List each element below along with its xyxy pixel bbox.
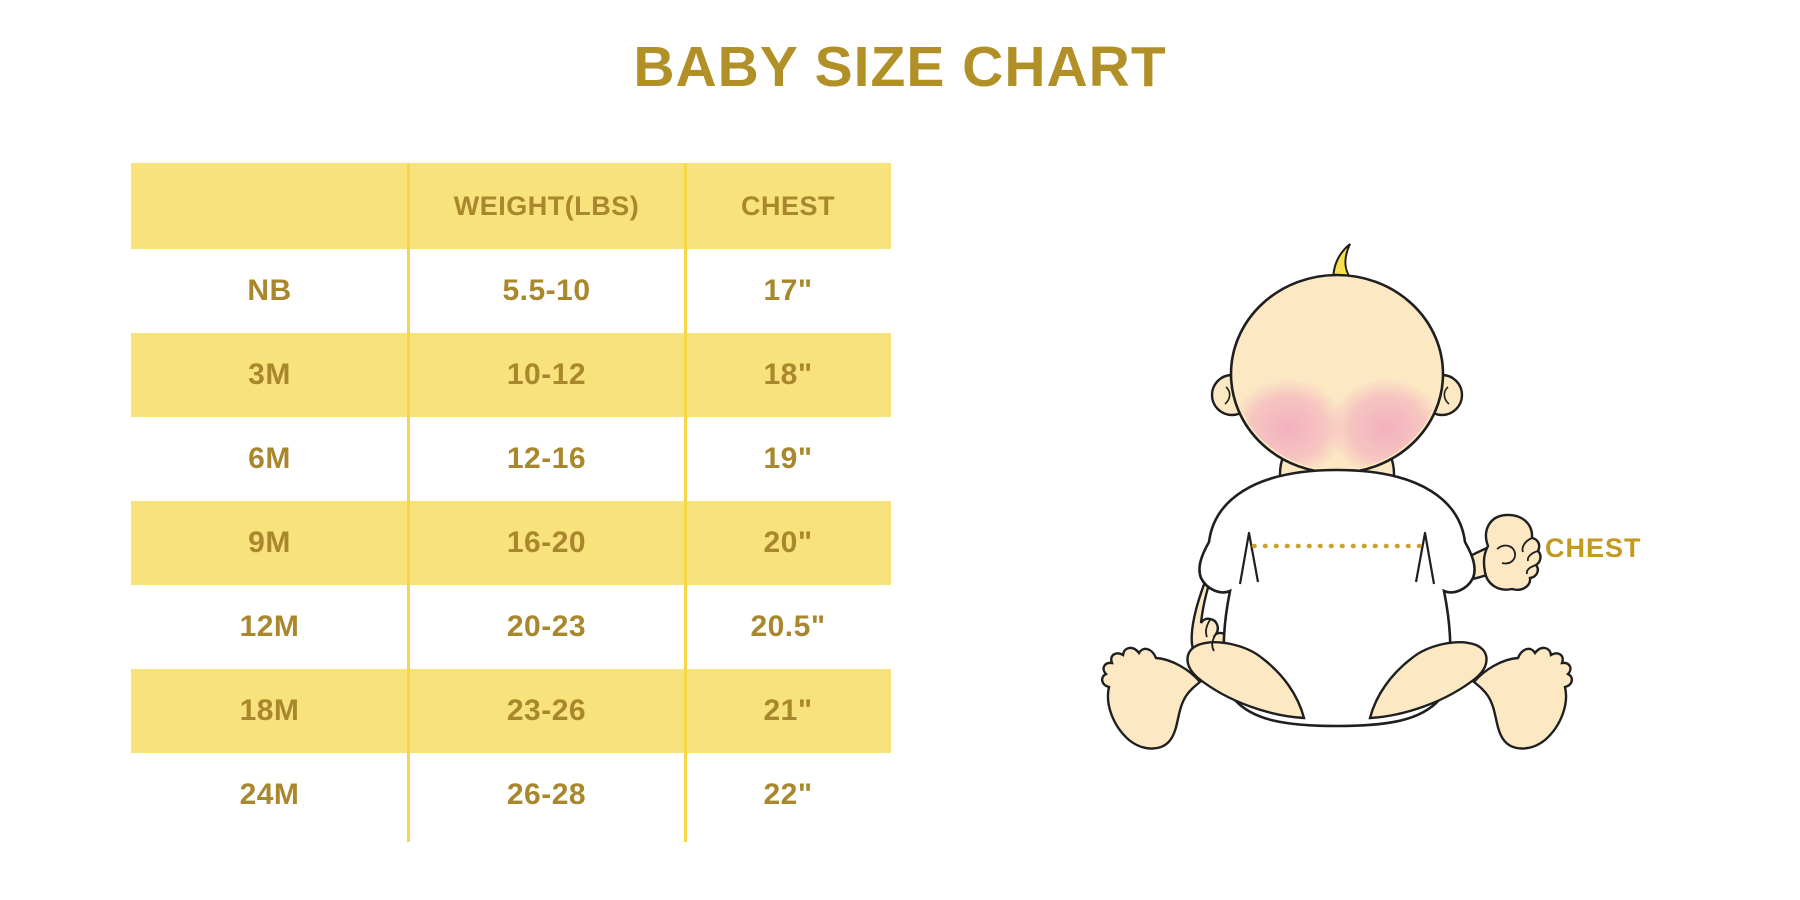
chest-cell: 20" [763,526,813,559]
weight-cell: 5.5-10 [502,274,591,307]
hand-detail-lines [1205,537,1539,652]
size-table: WEIGHT(LBS) CHEST NB 5.5-10 17" 3M 10-12 18" 6… [131,163,891,842]
table-body: NB 5.5-10 17" 3M 10-12 18" 6M 12-16 19" 9M 16-20 20… [131,249,891,837]
size-column-header [131,163,408,249]
table-row: 24M 26-28 22" [131,753,891,837]
size-cell: NB [247,274,292,307]
chest-cell: 18" [763,358,813,391]
baby-figure-svg [1101,243,1573,750]
table-row: 9M 16-20 20" [131,501,891,585]
weight-cell: 12-16 [506,442,587,475]
size-cell: 24M [239,778,300,811]
table-row: 18M 23-26 21" [131,669,891,753]
column-divider-1 [407,163,410,842]
page-title: BABY SIZE CHART [633,35,1167,99]
chest-cell: 22" [763,778,813,811]
chest-cell: 17" [763,274,813,307]
table-row: 12M 20-23 20.5" [131,585,891,669]
size-cell: 12M [239,610,300,643]
chest-label: CHEST [1545,533,1642,563]
table-row: 6M 12-16 19" [131,417,891,501]
weight-cell: 20-23 [506,610,587,643]
weight-column-header: WEIGHT(LBS) [453,190,640,221]
column-divider-2 [684,163,687,842]
table-header-row: WEIGHT(LBS) CHEST [131,163,891,249]
table-row: 3M 10-12 18" [131,333,891,417]
weight-cell: 16-20 [506,526,587,559]
chest-cell: 19" [763,442,813,475]
chest-cell: 21" [763,694,813,727]
size-cell: 6M [248,442,291,475]
baby-fist [1482,513,1542,591]
chest-cell: 20.5" [750,610,826,643]
table-row: NB 5.5-10 17" [131,249,891,333]
weight-cell: 23-26 [506,694,587,727]
baby-legs [1101,641,1573,750]
size-cell: 3M [248,358,291,391]
sleeve-notches [1238,531,1436,585]
size-cell: 18M [239,694,300,727]
size-cell: 9M [248,526,291,559]
weight-cell: 26-28 [506,778,587,811]
weight-cell: 10-12 [506,358,587,391]
chest-column-header: CHEST [740,190,835,221]
